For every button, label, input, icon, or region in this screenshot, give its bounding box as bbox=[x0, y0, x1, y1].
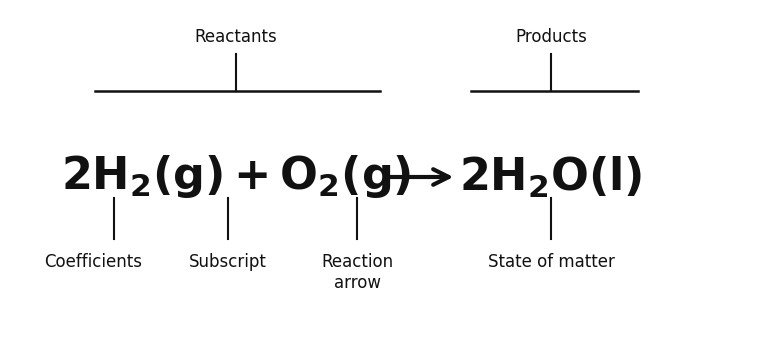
Text: State of matter: State of matter bbox=[488, 253, 614, 271]
Text: Coefficients: Coefficients bbox=[44, 253, 142, 271]
Text: Reactants: Reactants bbox=[194, 28, 277, 46]
Text: Subscript: Subscript bbox=[190, 253, 267, 271]
Text: Reaction
arrow: Reaction arrow bbox=[321, 253, 393, 292]
Text: Products: Products bbox=[515, 28, 587, 46]
Text: $\mathbf{2H_2O(l)}$: $\mathbf{2H_2O(l)}$ bbox=[459, 154, 643, 200]
Text: $\mathbf{2H_2(g) + O_2(g)}$: $\mathbf{2H_2(g) + O_2(g)}$ bbox=[61, 154, 411, 200]
